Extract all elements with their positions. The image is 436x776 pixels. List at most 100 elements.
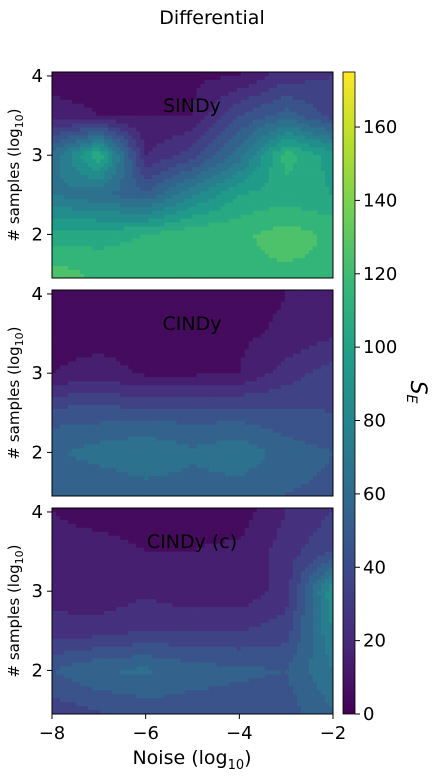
heatmap-cell xyxy=(188,178,194,184)
heatmap-cell xyxy=(208,309,214,315)
heatmap-cell xyxy=(52,139,57,144)
heatmap-cell xyxy=(120,87,125,93)
heatmap-cell xyxy=(208,274,214,278)
heatmap-cell xyxy=(280,72,286,77)
heatmap-cell xyxy=(156,222,161,228)
heatmap-cell xyxy=(236,329,242,335)
heatmap-cell xyxy=(280,198,286,204)
heatmap-cell xyxy=(228,103,234,109)
heatmap-cell xyxy=(312,349,318,354)
heatmap-cell xyxy=(164,361,170,366)
heatmap-cell xyxy=(252,313,258,319)
heatmap-cell xyxy=(176,143,182,148)
heatmap-cell xyxy=(84,226,89,232)
heatmap-cell xyxy=(276,242,282,247)
heatmap-cell xyxy=(304,341,310,347)
heatmap-cell xyxy=(280,163,286,168)
heatmap-cell xyxy=(272,206,278,212)
heatmap-cell xyxy=(116,246,121,251)
heatmap-cell xyxy=(116,186,121,192)
heatmap-cell xyxy=(232,341,238,347)
heatmap-cell xyxy=(216,301,222,307)
heatmap-cell xyxy=(264,198,270,204)
heatmap-cell xyxy=(112,91,117,97)
heatmap-cell xyxy=(260,194,266,200)
heatmap-cell xyxy=(196,91,202,97)
heatmap-cell xyxy=(260,159,266,164)
heatmap-cell xyxy=(112,194,117,200)
heatmap-cell xyxy=(232,345,238,351)
heatmap-cell xyxy=(52,222,57,228)
heatmap-cell xyxy=(196,99,202,105)
heatmap-cell xyxy=(288,119,294,125)
heatmap-cell xyxy=(108,79,113,85)
heatmap-cell xyxy=(204,230,210,236)
heatmap-cell xyxy=(244,103,250,109)
heatmap-cell xyxy=(284,290,290,295)
heatmap-cell xyxy=(136,79,141,85)
heatmap-cell xyxy=(124,329,129,335)
heatmap-cell xyxy=(88,214,93,220)
heatmap-cell xyxy=(208,190,214,196)
heatmap-cell xyxy=(272,258,278,263)
heatmap-cell xyxy=(164,238,170,243)
heatmap-cell xyxy=(244,357,250,362)
heatmap-cell xyxy=(128,301,133,307)
heatmap-cell xyxy=(56,357,61,362)
heatmap-cell xyxy=(212,202,218,208)
heatmap-cell xyxy=(104,127,109,133)
heatmap-cell xyxy=(304,79,310,85)
heatmap-cell xyxy=(168,190,174,196)
heatmap-cell xyxy=(256,155,262,160)
heatmap-cell xyxy=(304,325,310,331)
heatmap-cell xyxy=(256,151,262,156)
heatmap-cell xyxy=(60,95,65,101)
heatmap-cell xyxy=(232,357,238,362)
heatmap-cell xyxy=(184,91,190,97)
heatmap-cell xyxy=(260,361,266,366)
heatmap-cell xyxy=(308,107,314,113)
heatmap-cell xyxy=(140,135,145,140)
heatmap-cell xyxy=(76,301,81,307)
heatmap-cell xyxy=(248,238,254,243)
heatmap-cell xyxy=(96,313,101,319)
heatmap-cell xyxy=(96,167,101,172)
heatmap-cell xyxy=(204,72,210,77)
heatmap-cell xyxy=(256,357,262,362)
heatmap-cell xyxy=(264,143,270,148)
heatmap-cell xyxy=(292,254,298,259)
heatmap-cell xyxy=(244,123,250,129)
heatmap-cell xyxy=(176,79,182,85)
heatmap-cell xyxy=(168,218,174,224)
heatmap-cell xyxy=(264,266,270,271)
heatmap-cell xyxy=(224,218,230,224)
heatmap-cell xyxy=(248,103,254,109)
heatmap-cell xyxy=(104,290,109,295)
heatmap-cell xyxy=(268,127,274,133)
heatmap-cell xyxy=(132,83,137,89)
heatmap-cell xyxy=(80,167,85,172)
heatmap-cell xyxy=(168,349,174,354)
heatmap-cell xyxy=(108,258,113,263)
heatmap-cell xyxy=(172,297,178,303)
heatmap-cell xyxy=(128,75,133,81)
panel-frame xyxy=(51,71,334,279)
heatmap-cell xyxy=(296,317,302,323)
heatmap-cell xyxy=(80,349,85,354)
heatmap-cell xyxy=(68,341,73,347)
heatmap-cell xyxy=(232,258,238,263)
heatmap-cell xyxy=(308,91,314,97)
heatmap-cell xyxy=(288,111,294,117)
heatmap-cell xyxy=(256,218,262,224)
heatmap-cell xyxy=(284,115,290,121)
heatmap-cell xyxy=(248,87,254,93)
heatmap-cell xyxy=(56,79,61,85)
heatmap-cell xyxy=(272,115,278,121)
heatmap-cell xyxy=(72,321,77,327)
heatmap-cell xyxy=(268,103,274,109)
heatmap-cell xyxy=(68,87,73,93)
heatmap-cell xyxy=(120,250,125,255)
heatmap-cell xyxy=(236,159,242,164)
heatmap-cell xyxy=(172,190,178,196)
heatmap-cell xyxy=(60,317,65,323)
